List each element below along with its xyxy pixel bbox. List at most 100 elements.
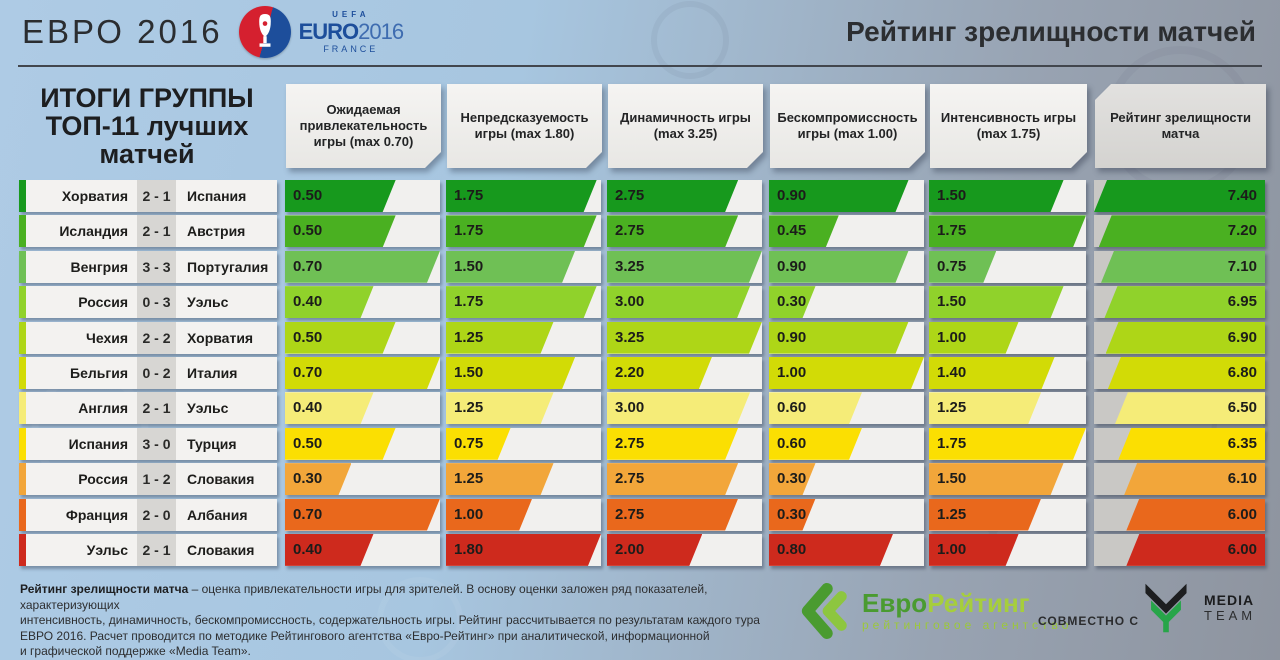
rating-bar-cell: 7.10: [1094, 250, 1265, 283]
metric-value: 1.50: [454, 363, 484, 381]
metric-bar-cell: 2.20: [607, 356, 762, 389]
euro2016-trophy-icon: [238, 6, 291, 58]
table-row: Бельгия 0 - 2 Италия 0.70 1.50 2.20 1.00 1.4…: [0, 356, 1280, 389]
metric-value: 0.80: [777, 540, 807, 558]
table-row: Франция 2 - 0 Албания 0.70 1.00 2.75 0.30 1.…: [0, 498, 1280, 531]
metric-bar-cell: 1.25: [929, 392, 1086, 425]
metric-bar-cell: 0.70: [285, 356, 440, 389]
column-header-dynamics: Динамичность игры (max 3.25): [608, 84, 763, 168]
metric-value: 1.75: [454, 293, 484, 311]
metric-value: 0.70: [293, 505, 323, 523]
rating-value: 6.50: [1227, 399, 1257, 417]
metric-bar-cell: 1.25: [446, 392, 601, 425]
metric-bar-cell: 1.50: [446, 250, 601, 283]
metric-value: 1.50: [937, 470, 967, 488]
metric-value: 0.30: [777, 470, 807, 488]
metric-value: 0.40: [293, 540, 323, 558]
away-team: Италия: [187, 364, 238, 381]
metric-bar: [446, 534, 601, 566]
metric-bar: [285, 392, 374, 424]
metric-value: 0.50: [293, 328, 323, 346]
rating-bar-cell: 7.20: [1094, 215, 1265, 248]
eurorating-logo: ЕвроРейтинг рейтинговое агентство: [796, 582, 1072, 640]
metric-value: 1.00: [777, 363, 807, 381]
metric-bar: [607, 499, 738, 531]
eurorating-chevrons-icon: [801, 582, 847, 640]
eurorating-name-part1: Евро: [862, 588, 928, 618]
row-color-strip: [19, 533, 26, 566]
metric-bar-cell: 0.50: [285, 427, 440, 460]
rating-value: 7.40: [1227, 187, 1257, 204]
metric-bar-cell: 1.50: [929, 463, 1086, 496]
footer-bold-lead: Рейтинг зрелищности матча: [20, 582, 189, 596]
match-label: Чехия 2 - 2 Хорватия: [19, 321, 277, 354]
rating-bar-cell: 6.00: [1094, 533, 1265, 566]
metric-bar-cell: 1.00: [446, 498, 601, 531]
metric-bar: [769, 357, 924, 389]
rating-value: 6.00: [1227, 505, 1257, 523]
metric-value: 1.00: [454, 505, 484, 523]
metric-value: 2.75: [615, 187, 645, 204]
metric-bar: [446, 392, 554, 424]
match-score: 0 - 2: [137, 356, 176, 389]
metric-value: 0.40: [293, 293, 323, 311]
eurorating-subtitle: рейтинговое агентство: [862, 618, 1073, 632]
metric-bar-cell: 0.80: [769, 533, 924, 566]
metric-value: 0.50: [293, 187, 323, 204]
header-bar: ЕВРО 2016 UEFA EURO 2016 FRANCE Рейтинг …: [0, 0, 1280, 64]
metric-bar-cell: 2.75: [607, 180, 762, 212]
metric-bar: [607, 322, 762, 354]
metric-value: 0.75: [937, 257, 967, 275]
rating-value: 6.10: [1227, 470, 1257, 488]
away-team: Хорватия: [187, 329, 254, 346]
row-color-strip: [19, 321, 26, 354]
table-row: Испания 3 - 0 Турция 0.50 0.75 2.75 0.60 1.7…: [0, 427, 1280, 460]
mediateam-logo: MEDIA TEAM: [1138, 580, 1256, 636]
metric-value: 1.25: [454, 328, 484, 346]
away-team: Австрия: [187, 223, 246, 240]
metric-bar: [446, 322, 554, 354]
match-label: Исландия 2 - 1 Австрия: [19, 215, 277, 248]
metric-value: 0.50: [293, 434, 323, 452]
match-label: Россия 1 - 2 Словакия: [19, 463, 277, 496]
metric-value: 1.00: [937, 328, 967, 346]
metric-value: 0.70: [293, 257, 323, 275]
table-row: Россия 0 - 3 Уэльс 0.40 1.75 3.00 0.30 1.50 6…: [0, 286, 1280, 319]
metric-bar-cell: 1.75: [446, 286, 601, 319]
metric-value: 1.50: [937, 187, 967, 204]
rating-bar: [1104, 286, 1265, 319]
match-score: 0 - 3: [137, 286, 176, 319]
table-row: Англия 2 - 1 Уэльс 0.40 1.25 3.00 0.60 1.25 6…: [0, 392, 1280, 425]
metric-bar: [285, 463, 351, 495]
metric-bar: [929, 428, 1086, 460]
table-row: Уэльс 2 - 1 Словакия 0.40 1.80 2.00 0.80 1.0…: [0, 533, 1280, 566]
row-color-strip: [19, 392, 26, 425]
away-team: Турция: [187, 435, 237, 452]
eurorating-name-part2: Рейтинг: [927, 588, 1030, 618]
metric-bar: [607, 428, 738, 460]
rating-bar: [1094, 180, 1265, 212]
metric-value: 0.60: [777, 434, 807, 452]
row-color-strip: [19, 498, 26, 531]
metric-bar-cell: 0.40: [285, 533, 440, 566]
metric-value: 0.40: [293, 399, 323, 417]
uefa-label: UEFA: [332, 9, 370, 19]
rating-value: 6.80: [1227, 363, 1257, 381]
metric-bar-cell: 0.40: [285, 286, 440, 319]
match-score: 2 - 1: [137, 533, 176, 566]
match-score: 2 - 1: [137, 215, 176, 248]
rating-bar: [1098, 215, 1265, 248]
metric-bar: [446, 357, 575, 389]
match-label: Испания 3 - 0 Турция: [19, 427, 277, 460]
metric-value: 0.60: [777, 399, 807, 417]
metric-value: 2.75: [615, 434, 645, 452]
metric-value: 2.20: [615, 363, 645, 381]
metric-bar-cell: 1.75: [929, 215, 1086, 248]
metric-bar-cell: 1.75: [929, 427, 1086, 460]
away-team: Словакия: [187, 541, 255, 558]
metric-value: 0.30: [293, 470, 323, 488]
row-color-strip: [19, 215, 26, 248]
euro2016-wordmark: UEFA EURO 2016 FRANCE: [299, 9, 405, 54]
match-score: 2 - 1: [137, 180, 176, 212]
metric-bar: [769, 322, 909, 354]
